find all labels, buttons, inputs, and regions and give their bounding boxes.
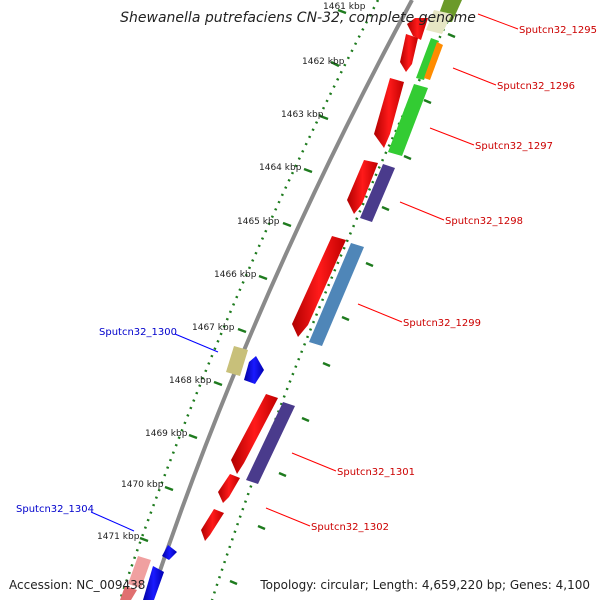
tick-label: 1465 kbp [237, 217, 280, 227]
gene-label-1295[interactable]: Sputcn32_1295 [519, 25, 597, 36]
tick-label: 1461 kbp [323, 2, 366, 12]
cds-arrow-1296[interactable] [400, 34, 418, 72]
tick-label: 1468 kbp [169, 376, 212, 386]
cds-arrow-1303[interactable] [162, 545, 177, 560]
cds-arrow-1302a[interactable] [218, 474, 240, 503]
gene-label-1304[interactable]: Sputcn32_1304 [16, 504, 94, 515]
tick-label: 1469 kbp [145, 429, 188, 439]
tick-marks-outer [229, 32, 456, 586]
cds-arrow-1300[interactable] [244, 356, 264, 384]
tick-label: 1471 kbp [97, 532, 140, 542]
gene-labels: Sputcn32_1295 Sputcn32_1296 Sputcn32_129… [16, 25, 597, 533]
cds-arrow-1304b[interactable] [120, 586, 137, 600]
cog-bar-pink [128, 556, 151, 588]
gene-label-1297[interactable]: Sputcn32_1297 [475, 141, 553, 152]
gene-label-1298[interactable]: Sputcn32_1298 [445, 216, 523, 227]
cds-arrow-1295[interactable] [407, 18, 428, 40]
map-title: Shewanella putrefaciens CN-32, complete … [120, 10, 476, 26]
forward-cds [201, 18, 428, 541]
genome-summary-text: Topology: circular; Length: 4,659,220 bp… [260, 578, 590, 592]
tick-label: 1467 kbp [192, 323, 235, 333]
gene-label-1296[interactable]: Sputcn32_1296 [497, 81, 575, 92]
cds-arrow-1298[interactable] [347, 160, 378, 214]
cds-arrow-1301[interactable] [231, 394, 278, 474]
label-leaders [90, 13, 519, 532]
tick-label: 1464 kbp [259, 163, 302, 173]
cog-bar-slate-1 [360, 164, 395, 222]
cds-arrow-1299[interactable] [292, 236, 346, 337]
gene-label-1300[interactable]: Sputcn32_1300 [99, 327, 177, 338]
cog-bar-green-1 [416, 38, 439, 80]
genome-backbone [148, 0, 414, 600]
tick-label: 1470 kbp [121, 480, 164, 490]
tick-labels: 1461 kbp 1462 kbp 1463 kbp 1464 kbp 1465… [97, 2, 366, 542]
tick-label: 1463 kbp [281, 110, 324, 120]
reverse-cds [120, 346, 264, 600]
cog-bars [246, 0, 462, 484]
cds-arrow-1302b[interactable] [201, 509, 224, 541]
cog-bar-green-2 [388, 84, 428, 156]
gene-label-1301[interactable]: Sputcn32_1301 [337, 467, 415, 478]
cog-bar-steel [309, 243, 364, 346]
tick-label: 1466 kbp [214, 270, 257, 280]
cog-bar-khaki [226, 346, 248, 376]
cog-bar-pale [426, 10, 452, 34]
accession-text: Accession: NC_009438 [9, 578, 146, 592]
cds-arrow-1304[interactable] [143, 566, 164, 600]
cog-bar-slate-2 [246, 402, 295, 484]
gene-label-1299[interactable]: Sputcn32_1299 [403, 318, 481, 329]
cds-arrow-1297[interactable] [374, 78, 404, 148]
tick-label: 1462 kbp [302, 57, 345, 67]
gene-label-1302[interactable]: Sputcn32_1302 [311, 522, 389, 533]
cog-bar-orange [424, 42, 443, 80]
tick-marks [139, 8, 347, 543]
tick-ring-right [210, 0, 460, 600]
